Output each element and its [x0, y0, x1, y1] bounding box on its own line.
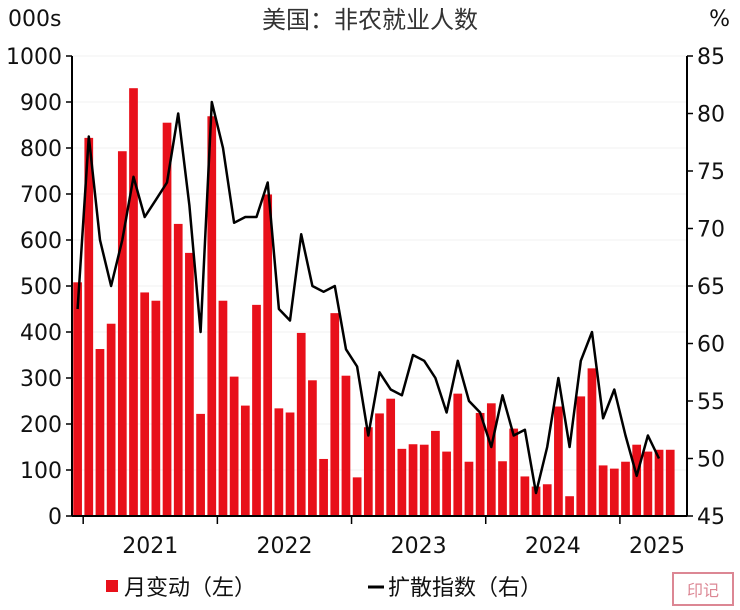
bar [621, 461, 630, 516]
left-tick-label: 800 [20, 137, 62, 162]
left-tick-label: 300 [20, 367, 62, 392]
bar [498, 461, 507, 516]
bar [352, 477, 362, 516]
bar [84, 137, 94, 516]
bar [218, 300, 228, 516]
bar [117, 151, 127, 516]
bar [464, 461, 474, 516]
watermark-stamp: 印记 [672, 572, 734, 606]
bar [330, 313, 340, 516]
right-axis-ticks: 45 50 55 60 65 70 75 80 85 [687, 45, 725, 530]
bar [73, 282, 82, 516]
legend: 月变动（左） 扩散指数（右） [106, 576, 542, 601]
bar [609, 468, 619, 516]
right-axis-unit: % [709, 7, 730, 32]
x-tick-label: 2025 [629, 534, 685, 559]
bar [140, 292, 150, 516]
bar [475, 412, 485, 516]
bar [587, 368, 597, 516]
bar [554, 406, 563, 516]
right-tick-label: 80 [697, 103, 725, 128]
left-tick-label: 700 [20, 183, 62, 208]
bar-series [73, 88, 675, 516]
bar [263, 194, 273, 516]
bar [419, 444, 429, 516]
bar [632, 444, 642, 516]
line-series [76, 100, 661, 495]
x-tick-label: 2021 [122, 534, 178, 559]
bar [520, 476, 530, 516]
right-tick-label: 85 [697, 45, 725, 70]
right-tick-label: 45 [697, 505, 725, 530]
bar [542, 484, 552, 516]
bar [240, 405, 250, 516]
left-tick-label: 600 [20, 229, 62, 254]
bar [162, 122, 172, 516]
bar [598, 465, 608, 516]
bar [319, 458, 328, 516]
bar [106, 323, 116, 516]
bar [643, 451, 653, 516]
bar [252, 304, 261, 516]
bar [185, 252, 194, 516]
legend-bar-swatch [106, 580, 118, 592]
bar [151, 300, 161, 516]
bar [173, 223, 183, 516]
bar [531, 486, 541, 516]
left-axis-unit: 000s [8, 7, 61, 32]
bar [229, 376, 239, 516]
bar [386, 398, 396, 516]
x-tick-label: 2023 [391, 534, 447, 559]
bar [576, 396, 586, 516]
bar [308, 380, 317, 516]
left-tick-label: 500 [20, 275, 62, 300]
bar [207, 116, 217, 516]
x-tick-label: 2024 [525, 534, 581, 559]
bar [95, 349, 105, 516]
chart-title: 美国：非农就业人数 [262, 6, 478, 34]
right-tick-label: 60 [697, 333, 725, 358]
bar [408, 444, 418, 516]
right-tick-label: 65 [697, 275, 725, 300]
bar [375, 413, 384, 516]
left-tick-label: 900 [20, 91, 62, 116]
x-axis-ticks: 2021 2022 2023 2024 2025 [82, 516, 685, 559]
bar [453, 393, 463, 516]
left-axis-ticks: 0 100 200 300 400 500 600 700 800 900 1000 [6, 45, 72, 530]
legend-bar-label: 月变动（左） [124, 576, 256, 601]
left-tick-label: 400 [20, 321, 62, 346]
bar [442, 451, 451, 516]
bar [665, 449, 675, 516]
right-tick-label: 50 [697, 448, 725, 473]
right-tick-label: 70 [697, 218, 725, 243]
left-tick-label: 0 [48, 505, 62, 530]
bar [486, 403, 496, 516]
bar [274, 408, 284, 516]
diffusion-index-line [76, 100, 661, 495]
bar [196, 413, 205, 516]
x-tick-label: 2022 [256, 534, 312, 559]
right-tick-label: 55 [697, 390, 725, 415]
bar [296, 332, 306, 516]
bar [363, 427, 373, 516]
bar [509, 428, 519, 516]
left-tick-label: 1000 [6, 45, 62, 70]
bar [565, 496, 574, 516]
left-tick-label: 100 [20, 459, 62, 484]
bar [129, 88, 138, 516]
right-tick-label: 75 [697, 160, 725, 185]
bar [431, 430, 440, 516]
bar [397, 448, 407, 516]
bar [654, 449, 664, 516]
bar [341, 375, 351, 516]
bar [285, 412, 295, 516]
legend-line-label: 扩散指数（右） [388, 576, 542, 601]
left-tick-label: 200 [20, 413, 62, 438]
